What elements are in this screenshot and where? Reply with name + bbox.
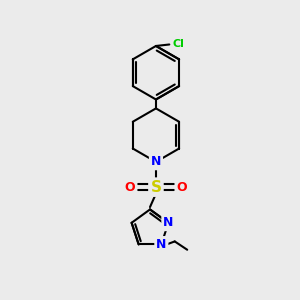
- Text: N: N: [156, 238, 167, 251]
- Text: O: O: [176, 181, 187, 194]
- Text: N: N: [151, 155, 161, 168]
- Text: Cl: Cl: [173, 40, 185, 50]
- Text: O: O: [125, 181, 135, 194]
- Text: N: N: [163, 216, 174, 229]
- Text: S: S: [150, 180, 161, 195]
